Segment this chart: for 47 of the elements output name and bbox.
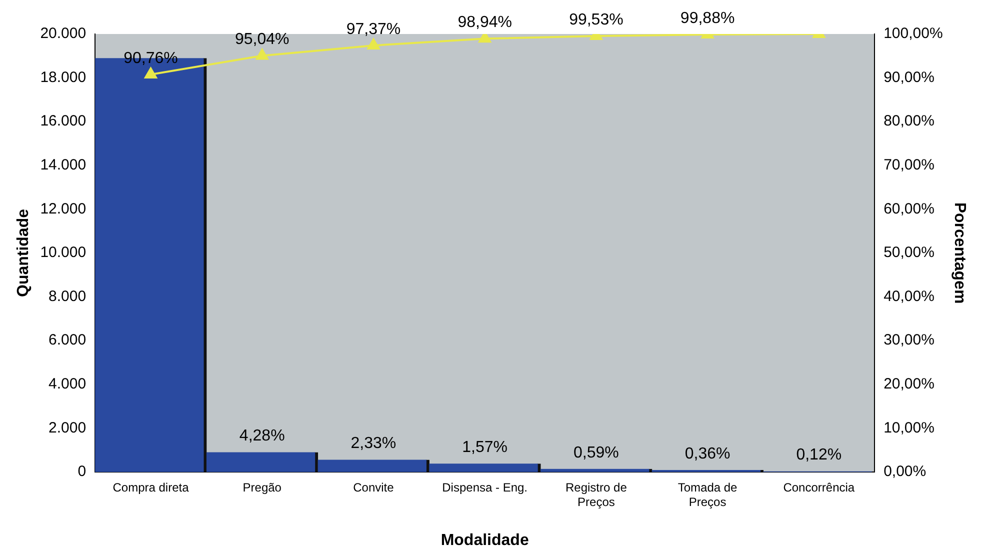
x-tick-label: Convite [353, 480, 394, 495]
annotation: 2,33% [350, 435, 396, 452]
y-tick-label: 12.000 [40, 200, 86, 218]
annotation: 4,28% [239, 428, 285, 445]
y-tick-label: 0 [78, 463, 86, 480]
x-tick-label: Dispensa - Eng. [442, 480, 528, 495]
y2-tick-label: 70,00% [884, 156, 934, 174]
bar [318, 460, 426, 472]
y2-tick-label: 10,00% [884, 419, 934, 436]
x-tick-label: Compra direta [112, 480, 190, 495]
data-label: 99,53% [569, 11, 624, 28]
x-tick-label: Registro de Preços [566, 480, 628, 509]
x-tick-label: Concorrência [783, 480, 855, 495]
y2-tick-label: 100,00% [884, 25, 943, 42]
bar [206, 452, 316, 472]
data-label: 95,04% [234, 31, 290, 48]
y2-tick-label: 30,00% [884, 332, 934, 349]
y-tick-label: 2.000 [48, 419, 86, 436]
y2-tick-label: 60,00% [884, 200, 934, 218]
y-tick-label: 18.000 [40, 68, 86, 86]
data-label: 97,37% [346, 20, 401, 38]
y2-tick-label: 50,00% [884, 244, 934, 262]
annotation: 0,12% [796, 446, 842, 464]
bar [540, 468, 650, 472]
annotation: 1,57% [462, 439, 508, 456]
annotation: 0,59% [574, 444, 619, 462]
y2-tick-label: 0,00% [884, 463, 926, 480]
y2-tick-label: 80,00% [884, 112, 934, 130]
y2-tick-label: 90,00% [884, 68, 934, 86]
data-label: 98,94% [458, 14, 512, 32]
y-tick-label: 6.000 [48, 332, 86, 349]
y-tick-label: 4.000 [48, 376, 86, 393]
y-tick-label: 20.000 [40, 25, 86, 42]
y-tick-label: 8.000 [48, 288, 86, 305]
y-tick-label: 14.000 [40, 156, 86, 174]
x-tick-label: Tomada de Preços [678, 480, 738, 509]
y2-axis-title: Porcentagem [950, 202, 968, 304]
y-axis-title: Quantidade [15, 208, 32, 298]
data-label: 99,88% [680, 10, 735, 27]
x-tick-label: Pregão [242, 480, 282, 495]
annotation: 0,36% [684, 445, 730, 462]
y-tick-label: 10.000 [40, 244, 86, 262]
bar [429, 464, 538, 472]
y2-tick-label: 20,00% [884, 376, 934, 393]
y2-tick-label: 40,00% [884, 288, 934, 305]
x-axis-title: Modalidade [440, 532, 529, 549]
y-tick-label: 16.000 [40, 112, 86, 130]
